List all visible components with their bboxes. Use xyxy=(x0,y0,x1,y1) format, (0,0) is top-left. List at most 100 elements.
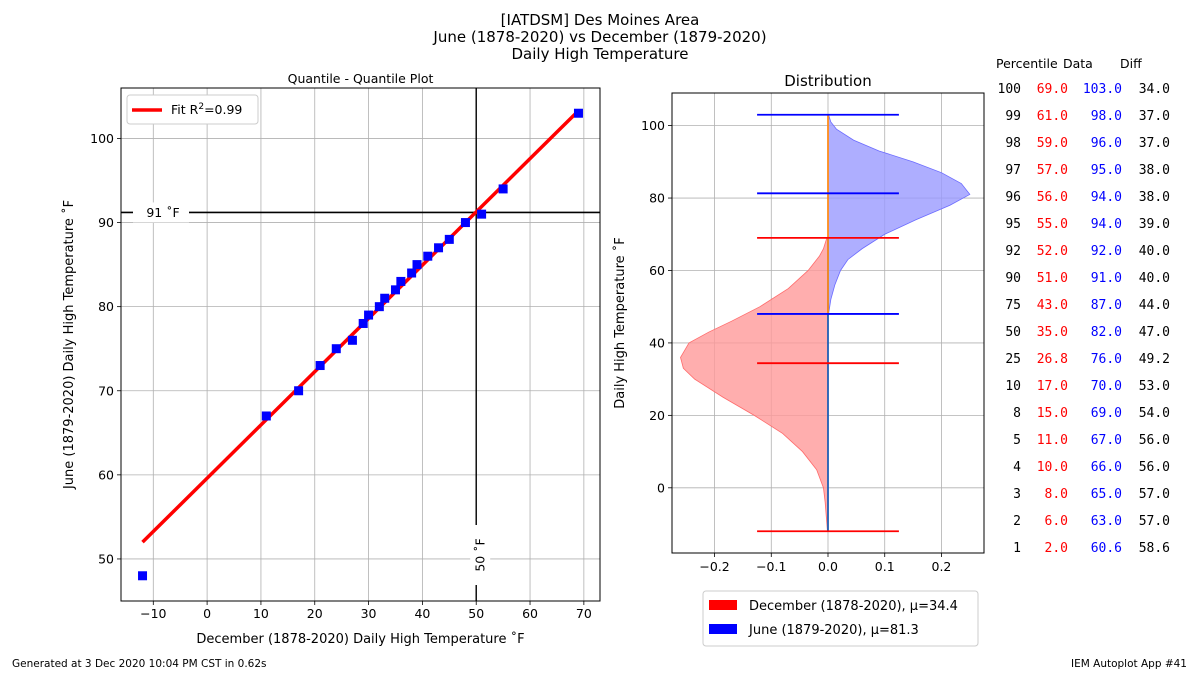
qq-reference-y-label-box xyxy=(133,202,189,223)
qq-data-point xyxy=(434,243,444,253)
qq-x-tick-label: 40 xyxy=(414,606,430,621)
table-cell-diff: 38.0 xyxy=(1138,190,1170,205)
chart-title-line-2: June (1878-2020) vs December (1879-2020) xyxy=(433,28,767,46)
table-cell-june: 103.0 xyxy=(1082,82,1122,97)
qq-axes-frame xyxy=(120,87,601,602)
table-cell-percentile: 97 xyxy=(1005,163,1021,178)
dist-x-tick-label: 0.2 xyxy=(932,559,952,574)
table-cell-percentile: 99 xyxy=(1005,109,1021,124)
dist-x-tick-label: 0.1 xyxy=(875,559,895,574)
qq-x-tick-label: 60 xyxy=(522,606,538,621)
table-cell-june: 98.0 xyxy=(1090,109,1122,124)
table-cell-diff: 34.0 xyxy=(1138,82,1170,97)
table-cell-percentile: 96 xyxy=(1005,190,1021,205)
qq-reference-y-label: 91 ˚F xyxy=(146,205,179,220)
dist-legend-swatch-december xyxy=(709,600,737,610)
qq-legend-box xyxy=(126,94,259,125)
qq-x-tick-label: −10 xyxy=(140,606,166,621)
table-cell-diff: 57.0 xyxy=(1138,514,1170,529)
footer-generated-text: Generated at 3 Dec 2020 10:04 PM CST in … xyxy=(12,658,267,670)
qq-reference-x-label-group: 50 ˚F xyxy=(470,525,491,585)
dist-legend-label-june: June (1879-2020), μ=81.3 xyxy=(748,623,919,638)
table-cell-percentile: 5 xyxy=(1013,433,1021,448)
table-cell-percentile: 98 xyxy=(1005,136,1021,151)
table-cell-percentile: 1 xyxy=(1013,541,1021,556)
table-cell-june: 94.0 xyxy=(1090,190,1122,205)
table-cell-diff: 57.0 xyxy=(1138,487,1170,502)
qq-x-tick-label: 10 xyxy=(253,606,269,621)
table-cell-june: 67.0 xyxy=(1090,433,1122,448)
table-cell-percentile: 90 xyxy=(1005,271,1021,286)
qq-y-tick-label: 60 xyxy=(98,467,114,482)
qq-data-point xyxy=(138,571,148,581)
qq-x-axis-label: December (1878-2020) Daily High Temperat… xyxy=(196,631,524,647)
table-cell-june: 65.0 xyxy=(1090,487,1122,502)
table-cell-diff: 56.0 xyxy=(1138,460,1170,475)
table-cell-december: 2.0 xyxy=(1044,541,1068,556)
dist-axes-frame xyxy=(671,92,985,554)
table-cell-december: 55.0 xyxy=(1036,217,1068,232)
table-cell-june: 95.0 xyxy=(1090,163,1122,178)
qq-data-point xyxy=(294,386,304,396)
chart-title-line-3: Daily High Temperature xyxy=(511,45,689,63)
qq-data-point xyxy=(423,251,433,261)
table-cell-percentile: 4 xyxy=(1013,460,1021,475)
qq-data-point xyxy=(331,344,341,354)
qq-y-tick-label: 100 xyxy=(90,131,114,146)
table-cell-december: 26.8 xyxy=(1036,352,1068,367)
table-cell-diff: 39.0 xyxy=(1138,217,1170,232)
table-cell-percentile: 25 xyxy=(1005,352,1021,367)
table-cell-diff: 47.0 xyxy=(1138,325,1170,340)
table-cell-june: 70.0 xyxy=(1090,379,1122,394)
qq-data-point xyxy=(261,411,271,421)
table-cell-percentile: 95 xyxy=(1005,217,1021,232)
violin-half-june xyxy=(827,114,971,315)
table-cell-june: 82.0 xyxy=(1090,325,1122,340)
table-cell-percentile: 10 xyxy=(1005,379,1021,394)
qq-y-tick-label: 70 xyxy=(98,383,114,398)
table-cell-percentile: 50 xyxy=(1005,325,1021,340)
qq-data-point xyxy=(444,234,454,244)
table-cell-diff: 49.2 xyxy=(1138,352,1170,367)
table-cell-june: 91.0 xyxy=(1090,271,1122,286)
table-cell-percentile: 2 xyxy=(1013,514,1021,529)
qq-data-point xyxy=(364,310,374,320)
dist-legend-swatch-june xyxy=(709,624,737,634)
footer-app-label: IEM Autoplot App #41 xyxy=(1071,658,1187,670)
dist-legend-box xyxy=(702,590,979,647)
qq-y-tick-label: 80 xyxy=(98,299,114,314)
qq-y-tick-label: 90 xyxy=(98,215,114,230)
qq-data-point xyxy=(347,335,357,345)
qq-data-point xyxy=(374,302,384,312)
table-cell-percentile: 3 xyxy=(1013,487,1021,502)
table-cell-percentile: 75 xyxy=(1005,298,1021,313)
table-cell-december: 11.0 xyxy=(1036,433,1068,448)
table-cell-december: 10.0 xyxy=(1036,460,1068,475)
qq-data-point xyxy=(498,184,508,194)
table-cell-june: 76.0 xyxy=(1090,352,1122,367)
table-cell-december: 8.0 xyxy=(1044,487,1068,502)
dist-y-tick-label: 100 xyxy=(641,118,665,133)
qq-reference-x-label-box xyxy=(470,525,491,585)
table-cell-december: 52.0 xyxy=(1036,244,1068,259)
table-header-diff: Diff xyxy=(1120,56,1142,71)
qq-reference-x-label: 50 ˚F xyxy=(473,538,488,571)
qq-data-point xyxy=(396,276,406,286)
table-cell-june: 92.0 xyxy=(1090,244,1122,259)
dist-y-tick-label: 40 xyxy=(649,335,665,350)
table-cell-june: 87.0 xyxy=(1090,298,1122,313)
table-cell-diff: 38.0 xyxy=(1138,163,1170,178)
qq-x-tick-label: 70 xyxy=(576,606,592,621)
table-cell-diff: 56.0 xyxy=(1138,433,1170,448)
table-cell-december: 17.0 xyxy=(1036,379,1068,394)
table-cell-june: 69.0 xyxy=(1090,406,1122,421)
table-cell-diff: 40.0 xyxy=(1138,244,1170,259)
qq-plot-title: Quantile - Quantile Plot xyxy=(288,71,434,86)
qq-x-tick-label: 30 xyxy=(361,606,377,621)
table-cell-percentile: 100 xyxy=(997,82,1021,97)
qq-legend-label: Fit R2=0.99 xyxy=(171,102,242,117)
distribution-title: Distribution xyxy=(784,72,872,90)
table-cell-december: 43.0 xyxy=(1036,298,1068,313)
table-cell-december: 35.0 xyxy=(1036,325,1068,340)
